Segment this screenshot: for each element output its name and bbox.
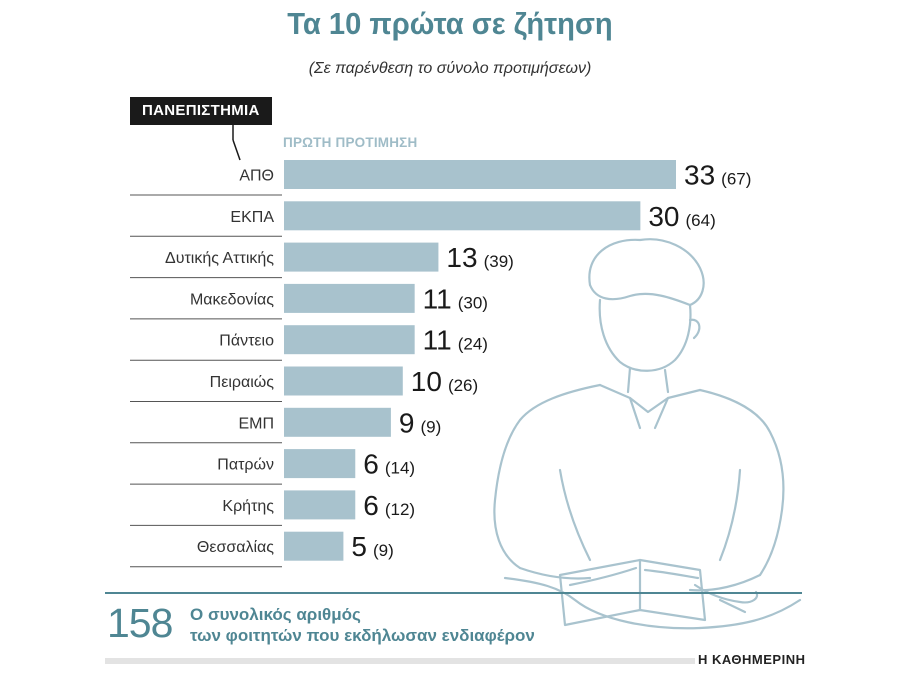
data-label: 33 (67) [684,160,751,191]
category-label: Θεσσαλίας [197,539,274,556]
data-label: 5 (9) [351,531,393,562]
footer-description: Ο συνολικός αριθμός των φοιτητών που εκδ… [190,604,610,646]
data-label: 13 (39) [446,242,513,273]
category-label: Δυτικής Αττικής [165,250,274,267]
data-label: 11 (30) [423,283,488,314]
data-label-total: (39) [484,252,514,271]
data-label-total: (67) [721,170,751,189]
data-label-total: (9) [373,541,394,560]
data-label-value: 6 [363,490,379,521]
data-label-total: (30) [458,293,488,312]
bar [284,160,676,189]
data-label-value: 5 [351,531,367,562]
bar [284,490,356,520]
data-label-value: 9 [399,407,415,438]
data-label-value: 10 [411,366,442,397]
data-label: 6 (14) [363,449,415,480]
category-label: Μακεδονίας [190,291,274,308]
data-label-value: 11 [423,325,452,356]
category-tag: ΠΑΝΕΠΙΣΤΗΜΙΑ [130,97,272,125]
bar [284,242,439,272]
data-label: 6 (12) [363,490,415,521]
footer-bottom-rule [105,658,695,664]
bar [284,407,391,437]
data-label-value: 13 [446,242,477,273]
data-label: 9 (9) [399,407,441,438]
data-label-total: (26) [448,376,478,395]
category-label: Πειραιώς [210,374,275,391]
category-label: ΕΚΠΑ [230,209,274,226]
footer-text-line-2: των φοιτητών που εκδήλωσαν ενδιαφέρον [190,626,535,645]
data-label-total: (64) [686,211,716,230]
bar [284,283,415,313]
data-label-total: (14) [385,459,415,478]
page-title: Τα 10 πρώτα σε ζήτηση [287,6,613,41]
data-label-value: 11 [423,283,452,314]
data-label-total: (9) [420,417,441,436]
data-label: 10 (26) [411,366,478,397]
data-label: 11 (24) [423,325,488,356]
data-label-value: 30 [648,201,679,232]
brand-logo: Η ΚΑΘΗΜΕΡΙΝΗ [698,652,806,667]
data-label-value: 6 [363,449,379,480]
data-label-value: 33 [684,160,715,191]
category-label: Κρήτης [222,498,274,515]
bar [284,531,344,561]
data-label-total: (12) [385,500,415,519]
data-label: 30 (64) [648,201,715,232]
category-label: ΕΜΠ [238,415,274,432]
footer-total-number: 158 [107,600,173,646]
footer-text-line-1: Ο συνολικός αριθμός [190,605,361,624]
page-subtitle: (Σε παρένθεση το σύνολο προτιμήσεων) [308,60,592,77]
category-label: Πάντειο [219,333,274,350]
category-label: Πατρών [217,457,274,474]
bar [284,325,415,355]
category-label: ΑΠΘ [239,168,274,185]
bar [284,366,403,396]
data-label-total: (24) [458,335,488,354]
bar [284,449,356,479]
legend-label: ΠΡΩΤΗ ΠΡΟΤΙΜΗΣΗ [283,135,418,150]
footer-divider [105,592,802,594]
bar [284,201,641,231]
